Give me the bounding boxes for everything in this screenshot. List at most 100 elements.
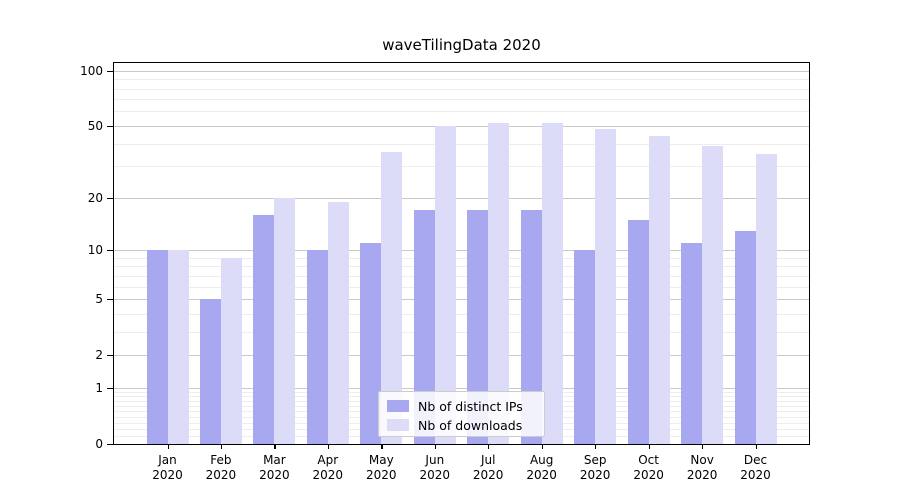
x-tick-year: 2020 — [366, 468, 397, 482]
bar-aug-downloads — [541, 122, 563, 444]
legend-item: Nb of downloads — [387, 416, 544, 434]
x-tick-month: Apr — [317, 453, 339, 467]
x-tick-month: Aug — [529, 453, 554, 467]
x-tick-year: 2020 — [312, 468, 344, 482]
bar-feb-ips — [199, 299, 221, 444]
chart-title: waveTilingData 2020 — [382, 36, 541, 54]
bar-sep-downloads — [595, 129, 617, 444]
bar-jul-ips — [467, 210, 489, 444]
x-tick-label: Jun 2020 — [408, 453, 462, 483]
x-tick — [488, 445, 490, 449]
x-tick-year: 2020 — [740, 468, 771, 482]
bar-feb-downloads — [220, 257, 242, 444]
minor-gridline — [114, 275, 809, 277]
x-tick — [541, 445, 543, 449]
y-tick-label: 100 — [80, 63, 103, 78]
y-tick — [107, 250, 113, 252]
bar-dec-downloads — [755, 154, 777, 444]
minor-gridline — [114, 166, 809, 168]
x-tick-year: 2020 — [686, 468, 718, 482]
x-tick-label: Dec 2020 — [729, 453, 783, 483]
x-tick-month: Mar — [263, 453, 286, 467]
minor-gridline — [114, 266, 809, 268]
x-tick-year: 2020 — [205, 468, 237, 482]
x-tick — [595, 445, 597, 449]
bar-jan-downloads — [167, 250, 189, 444]
x-tick-label: Apr 2020 — [301, 453, 355, 483]
legend-item: Nb of distinct IPs — [387, 397, 544, 415]
x-tick — [167, 445, 169, 449]
major-gridline — [114, 70, 809, 72]
x-tick-label: Jul 2020 — [461, 453, 515, 483]
bar-jun-downloads — [434, 125, 456, 444]
x-tick — [702, 445, 704, 449]
x-tick-label: Feb 2020 — [194, 453, 248, 483]
bar-jul-downloads — [488, 122, 510, 444]
y-tick-label: 50 — [87, 118, 103, 133]
y-tick-label: 20 — [87, 190, 103, 205]
x-tick-label: Nov 2020 — [675, 453, 729, 483]
x-tick-month: Jun — [425, 453, 445, 467]
y-tick-label: 10 — [87, 243, 103, 257]
x-tick-year: 2020 — [472, 468, 504, 482]
x-tick-label: Oct 2020 — [622, 453, 676, 483]
bar-apr-downloads — [327, 201, 349, 444]
x-tick — [274, 445, 276, 449]
x-tick — [220, 445, 223, 449]
minor-gridline — [114, 143, 809, 145]
y-tick — [107, 70, 113, 72]
major-gridline — [114, 125, 809, 127]
minor-gridline — [114, 99, 809, 101]
x-tick — [327, 445, 330, 449]
bar-mar-ips — [253, 214, 275, 444]
legend-swatch-ips — [387, 400, 409, 412]
x-tick-year: 2020 — [259, 468, 290, 482]
legend-label: Nb of distinct IPs — [418, 398, 523, 414]
bar-jan-ips — [146, 250, 168, 444]
x-tick-label: Mar 2020 — [247, 453, 301, 483]
x-tick-year: 2020 — [526, 468, 557, 482]
major-gridline — [114, 250, 809, 251]
x-tick-month: Sep — [583, 453, 607, 467]
minor-gridline — [114, 79, 809, 81]
legend-swatch-downloads — [387, 419, 409, 431]
minor-gridline — [114, 88, 809, 90]
bar-aug-ips — [520, 210, 542, 444]
bar-apr-ips — [306, 250, 328, 444]
bar-may-ips — [360, 243, 382, 444]
x-tick-label: Aug 2020 — [515, 453, 569, 483]
y-tick — [107, 444, 113, 446]
major-gridline — [114, 355, 809, 357]
x-tick-year: 2020 — [579, 468, 611, 482]
major-gridline — [114, 387, 809, 389]
bar-nov-downloads — [702, 145, 724, 444]
bar-nov-ips — [681, 243, 703, 444]
bar-jun-ips — [413, 210, 435, 444]
minor-gridline — [114, 111, 809, 113]
x-tick — [755, 445, 757, 449]
bar-oct-downloads — [648, 136, 670, 444]
y-tick-label: 2 — [95, 348, 103, 363]
y-tick-label: 5 — [95, 292, 103, 306]
x-tick-month: Oct — [638, 453, 659, 467]
x-tick-year: 2020 — [152, 468, 183, 482]
major-gridline — [114, 197, 809, 199]
legend-label: Nb of downloads — [418, 417, 523, 433]
bar-oct-ips — [627, 219, 649, 444]
x-tick-year: 2020 — [419, 468, 451, 482]
bar-may-downloads — [381, 151, 403, 444]
y-tick-label: 0 — [95, 437, 103, 451]
x-tick-month: Jul — [480, 453, 496, 467]
minor-gridline — [114, 331, 809, 333]
x-tick-month: Dec — [743, 453, 768, 467]
x-tick — [648, 445, 650, 449]
x-tick-label: Sep 2020 — [568, 453, 622, 483]
x-tick-month: May — [368, 453, 394, 467]
minor-gridline — [114, 257, 809, 259]
plot-inner — [114, 63, 809, 444]
x-tick-year: 2020 — [633, 468, 664, 482]
x-tick-month: Nov — [690, 453, 714, 467]
y-tick — [107, 125, 113, 128]
minor-gridline — [114, 313, 809, 315]
